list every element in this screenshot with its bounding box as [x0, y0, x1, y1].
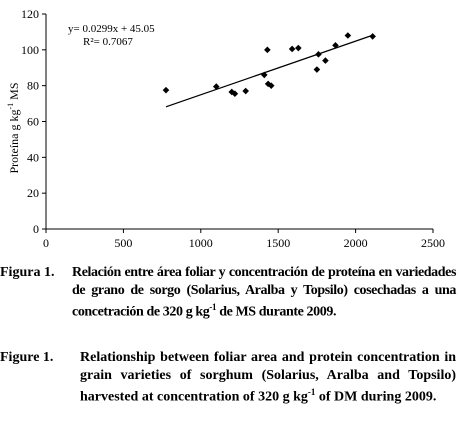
y-axis-ticks: 0 20 40 60 80 100 120 [21, 7, 46, 236]
y-tick-label: 40 [27, 150, 39, 164]
y-axis-label-base: Proteína g kg [7, 110, 21, 174]
figure-caption-spanish-part1: Relación entre área foliar y concentraci… [72, 265, 456, 320]
figure-caption-english: Figure 1. Relationship between foliar ar… [0, 349, 456, 406]
y-axis-label-tail: MS [7, 82, 21, 102]
x-tick-label: 2000 [344, 236, 368, 250]
x-tick-label: 500 [114, 236, 132, 250]
y-tick-label: 120 [21, 7, 39, 21]
y-tick-label: 20 [27, 186, 39, 200]
figure-caption-spanish-part2: de MS durante 2009. [216, 304, 337, 320]
data-points [162, 32, 376, 98]
data-point [231, 90, 239, 98]
data-point [228, 88, 236, 96]
data-point [313, 66, 321, 73]
y-tick-label: 100 [21, 43, 39, 57]
y-axis-label: Proteína g kg-1 MS [6, 82, 21, 173]
figure-caption-spanish-sup: -1 [209, 302, 217, 312]
data-point [242, 87, 249, 95]
data-point [332, 42, 339, 49]
figure-caption-english-sup: -1 [307, 387, 316, 397]
y-axis-label-sup: -1 [6, 103, 15, 110]
r-squared-label: R²= 0.7067 [83, 36, 133, 48]
y-tick-label: 0 [33, 222, 39, 236]
data-point [322, 57, 329, 64]
x-tick-label: 1500 [266, 236, 290, 250]
trendline-equation: y= 0.0299x + 45.05 [68, 23, 155, 35]
x-axis-ticks: 0 500 1000 1500 2000 2500 [43, 229, 445, 250]
data-point [260, 71, 268, 79]
figure-caption-english-part2: of DM during 2009. [315, 389, 437, 405]
data-point [369, 33, 376, 40]
trendline-group [165, 34, 373, 108]
figure-caption-spanish: Figura 1. Relación entre área foliar y c… [0, 264, 456, 321]
scatter-chart: 0 500 1000 1500 2000 2500 0 20 40 60 80 100 120 y= … [6, 7, 445, 250]
data-point [264, 46, 271, 54]
x-tick-label: 0 [43, 236, 49, 250]
data-point [212, 83, 220, 90]
data-point [162, 86, 170, 94]
data-point [295, 44, 302, 52]
data-point [288, 45, 296, 53]
figure-caption-spanish-text: Relación entre área foliar y concentraci… [72, 264, 456, 321]
y-tick-label: 80 [27, 79, 39, 93]
trendline [165, 34, 373, 108]
data-point [344, 32, 352, 39]
data-point [315, 51, 322, 58]
figure-caption-english-part1: Relationship between foliar area and pro… [80, 350, 456, 405]
x-tick-label: 1000 [189, 236, 213, 250]
figure-caption-spanish-label: Figura 1. [0, 265, 55, 280]
x-tick-label: 2500 [421, 236, 445, 250]
figure-caption-english-label: Figure 1. [0, 350, 54, 365]
data-point [267, 82, 275, 89]
y-tick-label: 60 [27, 115, 39, 129]
figure-caption-english-text: Relationship between foliar area and pro… [80, 349, 456, 406]
